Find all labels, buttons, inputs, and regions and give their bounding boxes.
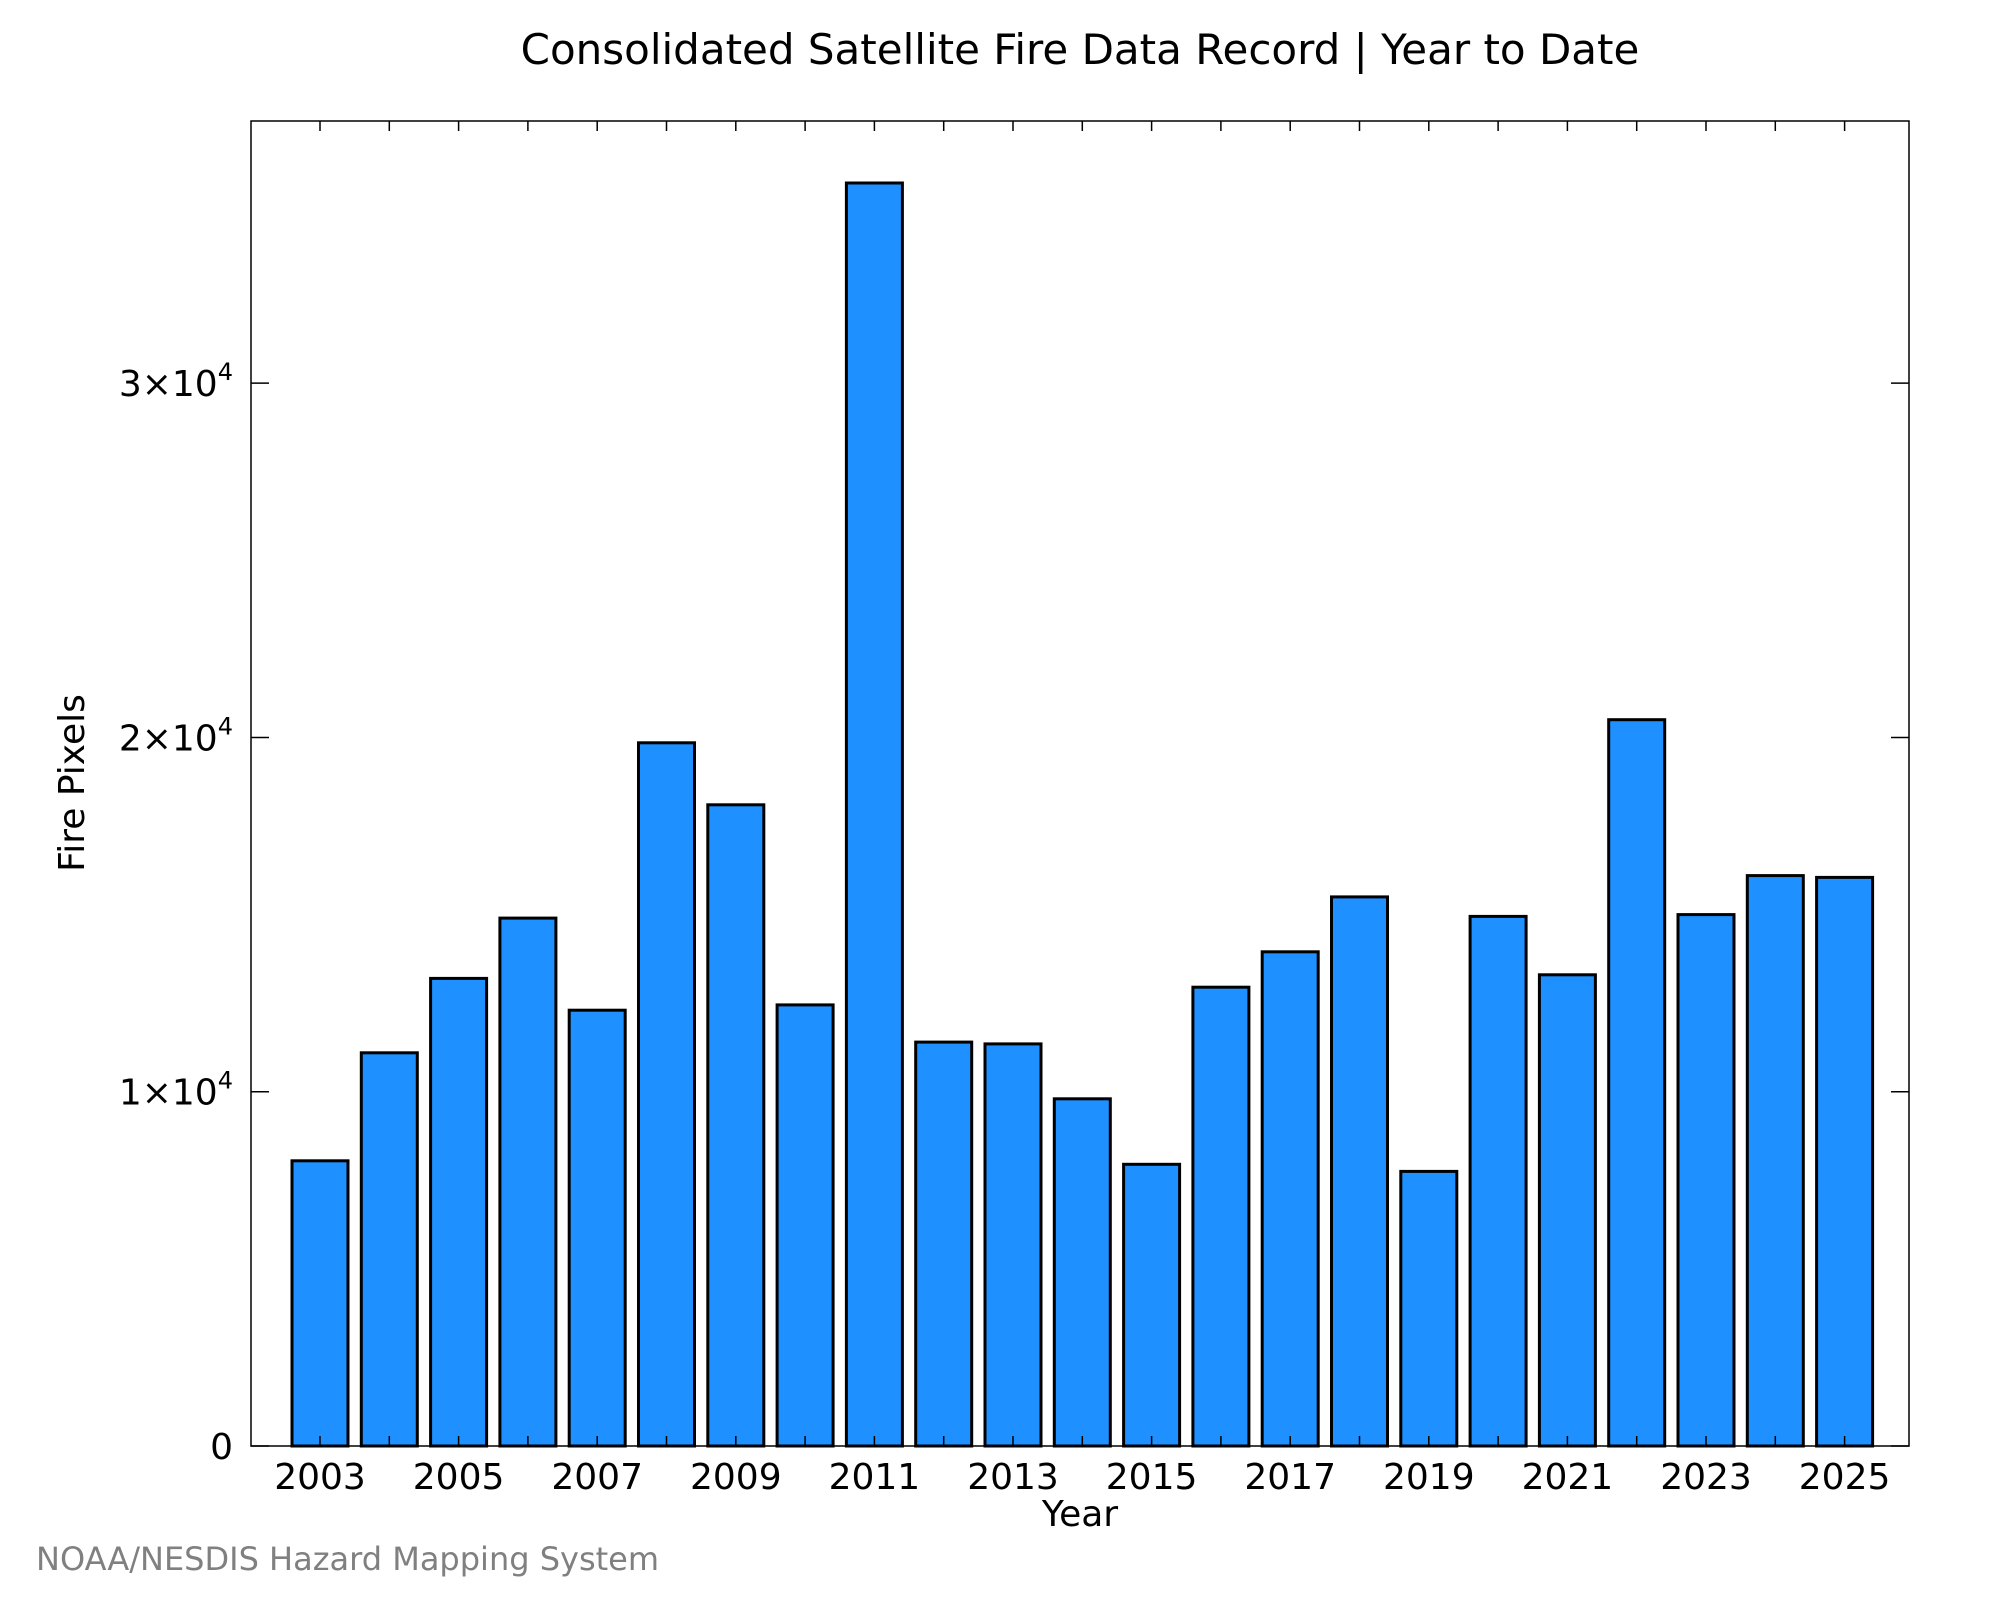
y-axis-label: Fire Pixels — [52, 694, 93, 872]
bar-2018 — [1330, 895, 1389, 1448]
y-tick-label-3: 3×104 — [119, 358, 233, 405]
bar-2024 — [1745, 874, 1805, 1448]
x-tick-label-2025: 2025 — [1799, 1457, 1891, 1498]
bar-2020 — [1468, 914, 1528, 1448]
bar-2017 — [1260, 950, 1320, 1448]
bar-2025 — [1815, 875, 1875, 1448]
x-tick-label-2015: 2015 — [1106, 1457, 1198, 1498]
x-tick-label-2013: 2013 — [967, 1457, 1059, 1498]
plot-frame — [250, 120, 1910, 1447]
bar-2011 — [844, 181, 904, 1448]
source-credit: NOAA/NESDIS Hazard Mapping System — [36, 1540, 660, 1578]
bar-2022 — [1607, 718, 1667, 1448]
bar-2008 — [637, 741, 696, 1448]
bar-2004 — [359, 1051, 419, 1448]
bar-2010 — [775, 1003, 835, 1448]
x-tick-label-2005: 2005 — [413, 1457, 505, 1498]
x-tick-label-2003: 2003 — [274, 1457, 366, 1498]
x-tick-label-2011: 2011 — [829, 1457, 921, 1498]
y-tick-label-2: 2×104 — [119, 712, 233, 759]
bar-2023 — [1676, 913, 1736, 1448]
bar-2009 — [706, 803, 766, 1448]
bar-2016 — [1191, 985, 1251, 1448]
bar-2013 — [983, 1042, 1043, 1448]
bar-2003 — [290, 1159, 350, 1448]
bar-2021 — [1537, 973, 1597, 1448]
x-axis-label: Year — [1041, 1494, 1118, 1535]
x-tick-label-2019: 2019 — [1383, 1457, 1475, 1498]
bar-2012 — [914, 1040, 974, 1448]
bar-2019 — [1399, 1169, 1459, 1448]
y-tick-label-1: 1×104 — [119, 1067, 233, 1114]
x-tick-label-2009: 2009 — [690, 1457, 782, 1498]
x-tick-label-2023: 2023 — [1660, 1457, 1752, 1498]
bar-2015 — [1122, 1162, 1182, 1448]
bar-2014 — [1052, 1097, 1112, 1448]
bar-2007 — [567, 1008, 627, 1448]
y-tick-label-0: 0 — [210, 1427, 233, 1468]
bar-2006 — [498, 916, 558, 1448]
ticks-layer: 2003 2005 2007 2009 2011 2013 2015 2017 2019 2021… — [119, 121, 1909, 1498]
bar-2005 — [429, 976, 489, 1448]
x-tick-label-2021: 2021 — [1522, 1457, 1614, 1498]
x-tick-label-2007: 2007 — [551, 1457, 643, 1498]
bars-layer — [290, 181, 1875, 1448]
chart-title: Consolidated Satellite Fire Data Record … — [521, 25, 1640, 74]
x-tick-label-2017: 2017 — [1244, 1457, 1336, 1498]
